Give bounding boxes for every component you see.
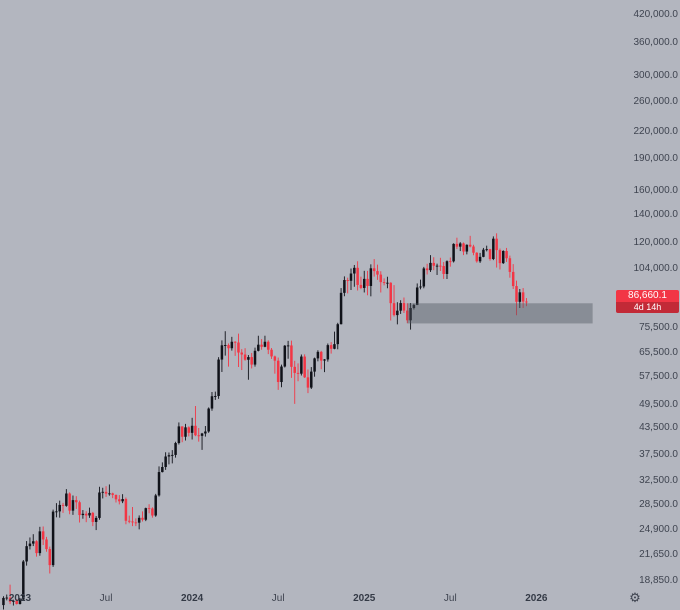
price-tick-label: 57,500.0 <box>639 371 678 383</box>
price-tick-label: 18,850.0 <box>639 574 678 586</box>
price-tick-label: 360,000.0 <box>633 36 679 48</box>
time-axis-settings-button[interactable]: ⚙ <box>626 590 644 607</box>
last-price-value: 86,660.1 <box>616 290 679 303</box>
price-tick-label: 75,500.0 <box>639 321 678 333</box>
gear-icon: ⚙ <box>629 591 641 606</box>
bar-close-countdown: 4d 14h <box>616 302 679 314</box>
price-tick-label: 65,500.0 <box>639 347 678 359</box>
price-tick-label: 32,500.0 <box>639 475 678 487</box>
price-tick-label: 260,000.0 <box>633 95 679 107</box>
price-tick-label: 104,000.0 <box>633 263 679 275</box>
last-price-badge: 86,660.1 4d 14h <box>616 290 679 314</box>
time-axis[interactable]: 2023 Jul 2024 Jul 2025 Jul 2026 <box>0 588 680 610</box>
candles <box>2 233 528 610</box>
price-tick-label: 420,000.0 <box>633 8 679 20</box>
price-tick-label: 43,500.0 <box>639 422 678 434</box>
price-tick-label: 21,650.0 <box>639 549 678 561</box>
time-tick-label: Jul <box>99 593 113 604</box>
price-tick-label: 37,500.0 <box>639 449 678 461</box>
price-tick-label: 49,500.0 <box>639 398 678 410</box>
time-tick-label: 2024 <box>180 593 204 604</box>
price-tick-label: 24,900.0 <box>639 523 678 535</box>
price-tick-label: 160,000.0 <box>633 184 679 196</box>
price-tick-label: 28,500.0 <box>639 499 678 511</box>
price-tick-label: 300,000.0 <box>633 69 679 81</box>
time-tick-label: 2023 <box>8 593 32 604</box>
price-axis[interactable]: 420,000.0 360,000.0 300,000.0 260,000.0 220,… <box>614 0 680 586</box>
time-tick-label: 2025 <box>353 593 376 604</box>
time-tick-label: Jul <box>443 593 457 604</box>
support-zone-rectangle[interactable] <box>407 303 593 324</box>
time-tick-label: 2026 <box>525 593 548 604</box>
price-tick-label: 220,000.0 <box>633 126 679 138</box>
price-tick-label: 140,000.0 <box>633 208 679 220</box>
time-tick-label: Jul <box>271 593 285 604</box>
price-tick-label: 120,000.0 <box>633 237 679 248</box>
price-tick-label: 190,000.0 <box>633 153 679 165</box>
